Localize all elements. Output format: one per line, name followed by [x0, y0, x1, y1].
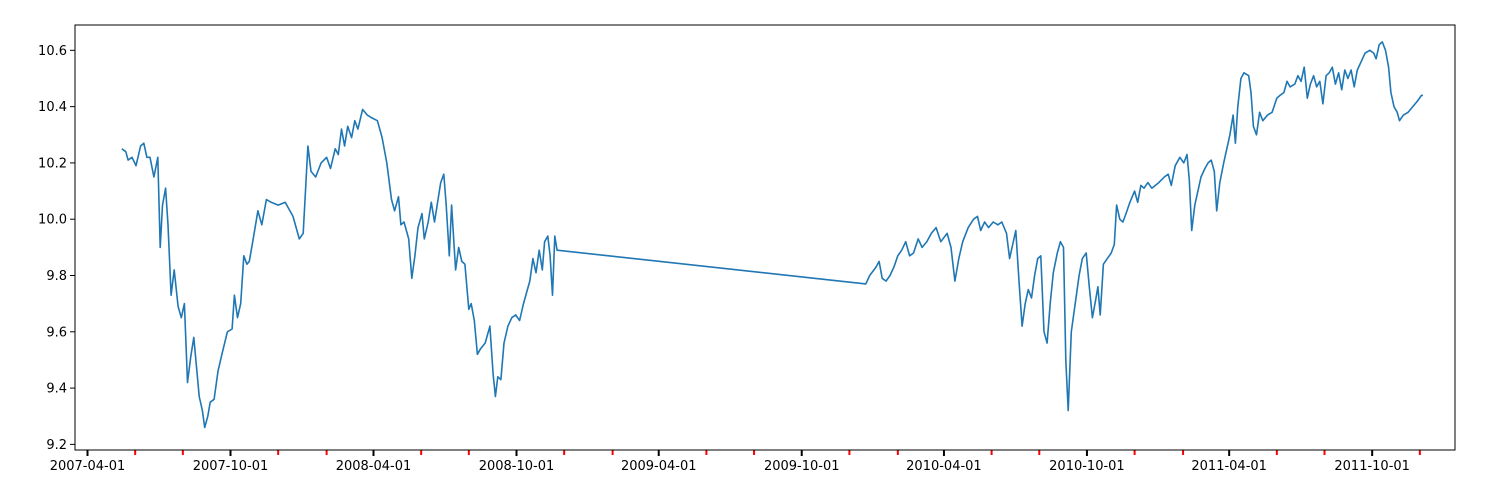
x-tick-label: 2010-10-01 [1049, 459, 1125, 474]
y-tick-label: 9.8 [46, 269, 67, 284]
x-tick-label: 2007-10-01 [193, 459, 269, 474]
y-tick-label: 9.2 [46, 438, 67, 453]
y-tick-label: 10.2 [38, 156, 67, 171]
x-tick-label: 2008-10-01 [479, 459, 555, 474]
x-tick-label: 2010-04-01 [906, 459, 982, 474]
x-tick-label: 2009-10-01 [764, 459, 840, 474]
y-tick-label: 10.0 [38, 213, 67, 228]
x-tick-label: 2008-04-01 [336, 459, 412, 474]
y-axis: 9.2 9.4 9.6 9.8 10.0 10.2 10.4 10.6 [38, 44, 75, 453]
x-axis: 2007-04-01 2007-10-01 2008-04-01 2008-10-01… [50, 450, 1421, 474]
x-tick-label: 2011-10-01 [1334, 459, 1410, 474]
x-tick-label: 2007-04-01 [50, 459, 126, 474]
plot-frame [74, 24, 1456, 451]
plot-area [75, 25, 1455, 450]
series-layer [121, 41, 1423, 429]
x-tick-label: 2009-04-01 [621, 459, 697, 474]
y-tick-label: 9.4 [46, 382, 67, 397]
series-line [121, 41, 1423, 429]
y-tick-label: 10.4 [38, 100, 67, 115]
x-tick-label: 2011-04-01 [1191, 459, 1267, 474]
y-tick-label: 10.6 [38, 44, 67, 59]
y-tick-label: 9.6 [46, 325, 67, 340]
